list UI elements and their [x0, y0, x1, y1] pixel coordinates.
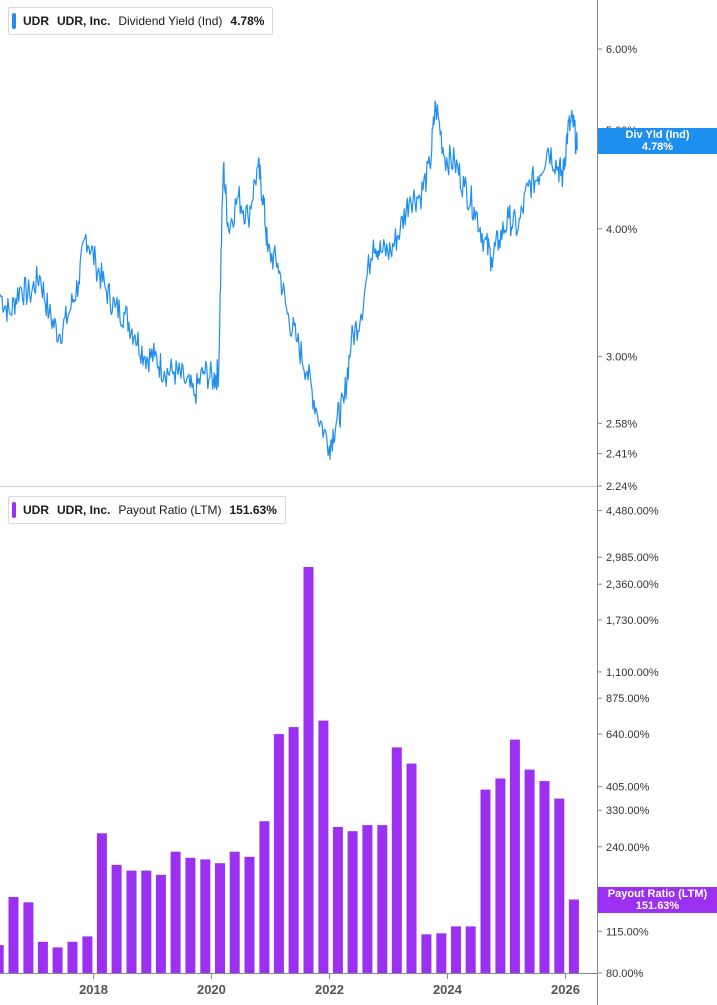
axes-layer: 6.00%5.00%4.00%3.00%2.58%2.41%2.24%4,480… — [0, 0, 659, 1005]
y-tick-label: 3.00% — [606, 351, 637, 363]
x-tick-label: 2022 — [315, 982, 344, 997]
payout-ratio-plot — [0, 567, 579, 973]
y-tick-label: 1,730.00% — [606, 615, 659, 627]
payout-bar — [421, 934, 432, 973]
payout-ratio-legend[interactable]: UDR UDR, Inc. Payout Ratio (LTM) 151.63% — [8, 496, 286, 524]
dividend-yield-legend[interactable]: UDR UDR, Inc. Dividend Yield (Ind) 4.78% — [8, 7, 274, 35]
y-tick-label: 1,100.00% — [606, 667, 659, 679]
y-tick-label: 4,480.00% — [606, 506, 659, 518]
payout-bar — [524, 769, 535, 973]
legend-company: UDR, Inc. — [57, 503, 111, 517]
payout-bar — [406, 763, 417, 973]
tag-value: 151.63% — [635, 900, 680, 912]
legend-metric: Payout Ratio (LTM) — [118, 503, 222, 517]
legend-value: 4.78% — [230, 14, 265, 28]
payout-bar — [111, 864, 122, 973]
payout-ratio-price-tag: Payout Ratio (LTM) 151.63% — [598, 887, 717, 913]
payout-bar — [185, 857, 196, 973]
legend-company: UDR, Inc. — [57, 14, 111, 28]
y-tick-label: 2.24% — [606, 481, 637, 493]
y-tick-label: 2.41% — [606, 449, 637, 461]
legend-value: 151.63% — [229, 503, 277, 517]
payout-bar — [0, 945, 4, 973]
payout-bar — [141, 870, 152, 973]
payout-bar — [377, 825, 388, 973]
payout-bar — [495, 778, 506, 973]
payout-bar — [288, 727, 299, 973]
payout-bar — [82, 936, 93, 973]
payout-bar — [391, 747, 402, 973]
payout-bar — [554, 798, 565, 973]
dividend-series-swatch — [12, 13, 16, 29]
payout-bar — [347, 831, 358, 973]
payout-bar — [480, 789, 491, 973]
y-tick-label: 2,985.00% — [606, 552, 659, 564]
payout-bar — [244, 856, 255, 973]
legend-symbol: UDR — [23, 14, 49, 28]
y-tick-label: 405.00% — [606, 782, 650, 794]
payout-bar — [509, 739, 520, 973]
y-tick-label: 115.00% — [606, 926, 649, 938]
tag-value: 4.78% — [641, 141, 674, 153]
y-tick-label: 4.00% — [606, 224, 637, 236]
payout-bar — [215, 863, 225, 973]
y-tick-label: 330.00% — [606, 805, 650, 817]
tag-label: Div Yld (Ind) — [625, 129, 690, 141]
legend-metric: Dividend Yield (Ind) — [118, 14, 223, 28]
y-tick-label: 875.00% — [606, 693, 650, 705]
y-tick-label: 6.00% — [606, 44, 637, 56]
dividend-yield-price-tag: Div Yld (Ind) 4.78% — [598, 128, 717, 154]
y-tick-label: 2.58% — [606, 418, 637, 430]
payout-bar — [200, 859, 211, 973]
payout-bar — [273, 734, 284, 973]
y-tick-label: 80.00% — [606, 968, 644, 980]
payout-bar — [303, 567, 314, 973]
legend-symbol: UDR — [23, 503, 49, 517]
y-tick-label: 240.00% — [606, 842, 650, 854]
dividend-yield-plot — [0, 100, 578, 460]
payout-bar — [451, 926, 461, 973]
x-tick-label: 2018 — [79, 982, 108, 997]
payout-bar — [229, 851, 240, 973]
payout-bar — [568, 899, 579, 973]
payout-bar — [332, 827, 343, 973]
x-tick-label: 2024 — [433, 982, 463, 997]
y-tick-label: 2,360.00% — [606, 579, 659, 591]
payout-series-swatch — [12, 502, 16, 518]
payout-bar — [259, 821, 270, 973]
payout-bar — [23, 902, 34, 973]
payout-bar — [96, 833, 107, 973]
payout-bar — [539, 781, 550, 973]
dividend-yield-line — [0, 100, 578, 460]
payout-bar — [8, 897, 19, 973]
payout-bar — [37, 941, 48, 973]
tag-label: Payout Ratio (LTM) — [607, 888, 708, 900]
x-tick-label: 2020 — [197, 982, 226, 997]
payout-bar — [155, 874, 166, 973]
payout-bar — [318, 720, 329, 973]
payout-bar — [52, 947, 63, 973]
y-tick-label: 640.00% — [606, 729, 650, 741]
x-tick-label: 2026 — [551, 982, 580, 997]
payout-bar — [465, 926, 476, 973]
payout-bar — [436, 933, 447, 973]
payout-bar — [362, 825, 373, 973]
payout-bar — [126, 870, 137, 973]
payout-bar — [67, 941, 78, 973]
payout-bar — [170, 851, 181, 973]
